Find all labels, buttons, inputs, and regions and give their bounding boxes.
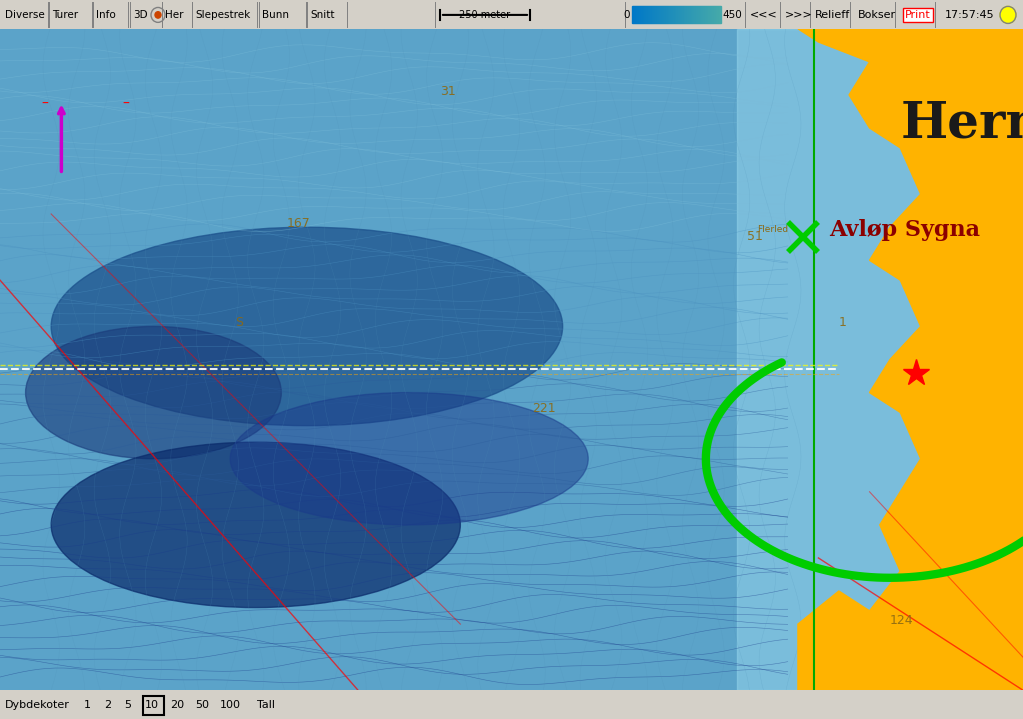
- Text: Flerled: Flerled: [757, 226, 788, 234]
- Text: Tall: Tall: [257, 700, 275, 710]
- Text: 51: 51: [747, 230, 763, 244]
- Polygon shape: [798, 29, 1023, 690]
- Ellipse shape: [230, 393, 588, 525]
- Text: 10: 10: [144, 700, 159, 710]
- Text: Dybdekoter: Dybdekoter: [5, 700, 70, 710]
- Text: Herman: Herman: [900, 100, 1023, 149]
- Text: 17:57:45: 17:57:45: [945, 10, 994, 20]
- Text: 3D: 3D: [133, 10, 147, 20]
- Ellipse shape: [26, 326, 281, 459]
- Text: Her: Her: [165, 10, 183, 20]
- Text: 124: 124: [890, 614, 914, 627]
- Text: Diverse: Diverse: [5, 10, 45, 20]
- Text: Snitt: Snitt: [310, 10, 335, 20]
- Text: Avløp Sygna: Avløp Sygna: [829, 219, 980, 241]
- Bar: [737, 29, 1023, 690]
- Text: 50: 50: [195, 700, 210, 710]
- Circle shape: [1000, 6, 1016, 24]
- Text: –: –: [123, 97, 130, 111]
- Text: 250 meter: 250 meter: [459, 10, 510, 20]
- Text: 20: 20: [170, 700, 184, 710]
- Text: 1: 1: [839, 316, 847, 329]
- Text: 450: 450: [722, 10, 742, 20]
- Bar: [143, 695, 164, 715]
- Text: Bunn: Bunn: [262, 10, 290, 20]
- Ellipse shape: [51, 227, 563, 426]
- Ellipse shape: [51, 442, 460, 608]
- Text: 221: 221: [532, 403, 555, 416]
- Text: Relieff: Relieff: [815, 10, 850, 20]
- Text: >>>: >>>: [785, 10, 812, 20]
- Text: 5: 5: [125, 700, 131, 710]
- Text: Info: Info: [96, 10, 116, 20]
- Text: Print: Print: [905, 10, 931, 20]
- Text: 2: 2: [104, 700, 110, 710]
- Text: Slepestrek: Slepestrek: [195, 10, 251, 20]
- Text: –: –: [41, 97, 48, 111]
- Text: 100: 100: [220, 700, 240, 710]
- Text: 1: 1: [84, 700, 90, 710]
- Text: 31: 31: [440, 85, 455, 98]
- Text: <<<: <<<: [750, 10, 777, 20]
- Circle shape: [155, 12, 161, 18]
- Text: Bokser: Bokser: [858, 10, 896, 20]
- Text: 0: 0: [623, 10, 630, 20]
- Text: 167: 167: [286, 217, 310, 230]
- Text: Turer: Turer: [52, 10, 78, 20]
- Text: S: S: [235, 316, 243, 329]
